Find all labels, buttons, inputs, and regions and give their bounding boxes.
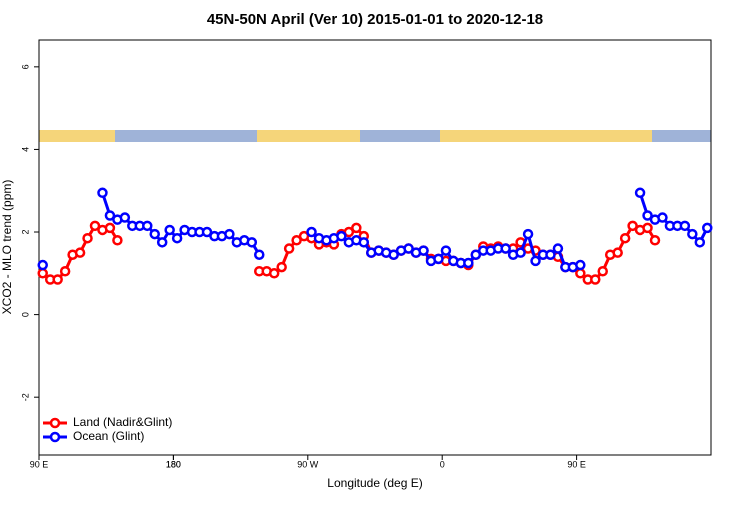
x-tick-label: 90 E [567, 459, 586, 469]
point [59, 265, 71, 277]
point [104, 222, 116, 234]
point [142, 220, 153, 232]
point [156, 237, 168, 248]
point [388, 249, 399, 260]
point [627, 220, 638, 232]
point [119, 212, 131, 223]
point [268, 268, 280, 279]
point [291, 235, 302, 246]
point [171, 232, 183, 244]
point [440, 245, 452, 256]
point [545, 249, 556, 260]
y-tick-label: 6 [20, 64, 30, 69]
point [433, 253, 444, 265]
point [52, 274, 63, 285]
point [470, 249, 482, 260]
point [343, 226, 355, 238]
point [657, 212, 668, 223]
point [104, 210, 116, 221]
legend-label: Ocean (Glint) [73, 429, 144, 443]
chart-title: 45N-50N April (Ver 10) 2015-01-01 to 202… [207, 11, 543, 28]
legend-label: Land (Nadir&Glint) [73, 415, 172, 429]
point [642, 222, 653, 234]
point [679, 220, 691, 232]
point [224, 228, 235, 240]
point [201, 226, 213, 238]
point [74, 247, 86, 258]
point [276, 261, 287, 273]
y-tick-label: 4 [20, 147, 30, 152]
point [164, 224, 175, 236]
point [463, 257, 474, 269]
point [597, 265, 608, 277]
point [403, 243, 414, 254]
point [575, 268, 586, 279]
point [37, 268, 48, 279]
point [89, 220, 101, 232]
point [575, 259, 586, 271]
point [358, 237, 370, 248]
legend-marker [49, 417, 61, 429]
point [634, 187, 646, 199]
point [694, 237, 706, 248]
point [82, 232, 93, 244]
point [619, 232, 631, 244]
series [37, 220, 661, 285]
point [37, 259, 48, 271]
y-tick-label: 2 [20, 230, 30, 235]
point [149, 228, 160, 240]
point [351, 222, 362, 234]
point [306, 226, 317, 238]
point [642, 210, 653, 221]
point [254, 249, 265, 260]
point [687, 228, 698, 240]
point [552, 243, 564, 254]
y-tick-label: 0 [20, 312, 30, 317]
point [97, 187, 108, 199]
point [612, 247, 623, 258]
point [336, 230, 347, 242]
point [418, 245, 429, 256]
plot-frame [38, 39, 712, 456]
point [515, 247, 526, 258]
y-axis-label: XCO2 - MLO trend (ppm) [0, 180, 14, 315]
x-tick-label: 90 W [297, 459, 319, 469]
point [500, 243, 511, 254]
point [522, 228, 534, 240]
x-tick-label: 0 [440, 459, 445, 469]
point [530, 255, 541, 267]
x-axis-label: Longitude (deg E) [327, 476, 422, 490]
point [702, 222, 713, 234]
y-tick-label: -2 [20, 393, 30, 401]
legend-marker [49, 431, 61, 443]
x-tick-label: 180 [166, 459, 181, 469]
point [649, 235, 661, 246]
point [112, 235, 123, 246]
point [283, 243, 295, 254]
point [246, 237, 258, 248]
point [590, 274, 601, 285]
map-strip [39, 130, 711, 142]
series [37, 187, 713, 273]
x-tick-label: 90 E [30, 459, 49, 469]
series-line [101, 192, 261, 256]
x-tick-label: 180 [166, 459, 181, 469]
